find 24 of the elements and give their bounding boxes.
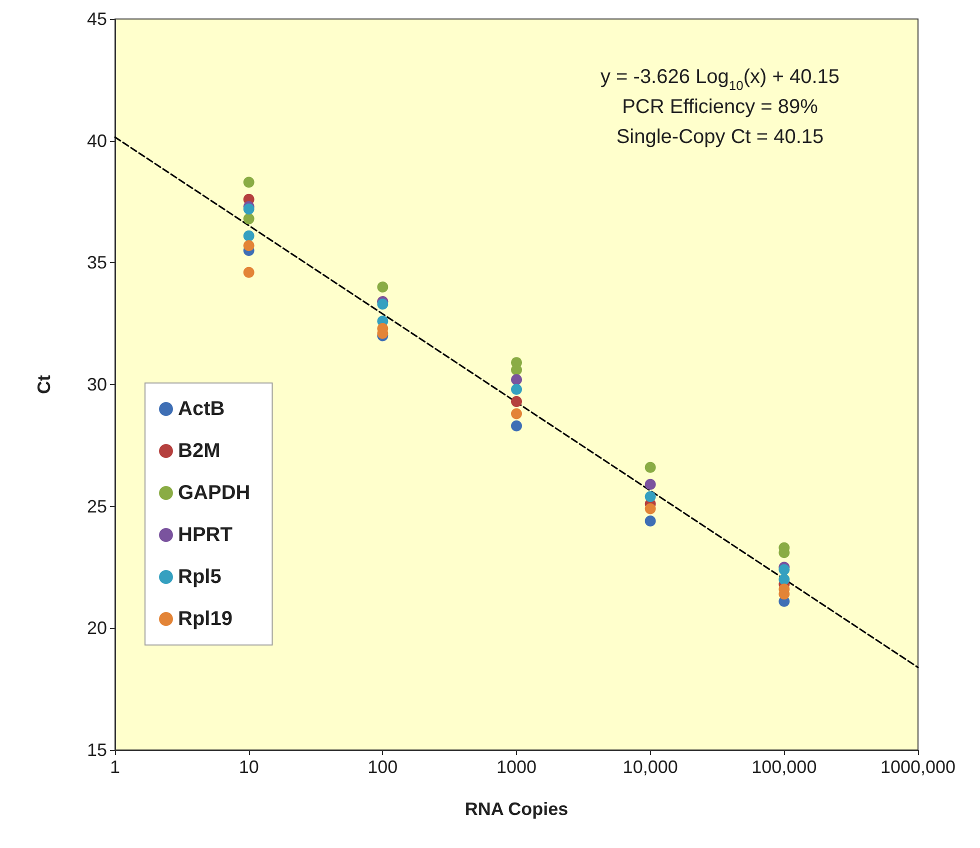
legend-label: B2M	[178, 440, 220, 462]
x-tick-label: 1000	[496, 757, 537, 777]
legend-label: Rpl19	[178, 608, 232, 630]
legend-label: Rpl5	[178, 566, 222, 588]
legend-label: GAPDH	[178, 482, 250, 504]
x-tick-label: 10	[238, 757, 259, 777]
y-tick-label: 35	[86, 252, 107, 273]
x-axis-title: RNA Copies	[464, 799, 568, 819]
x-tick-label: 100	[368, 757, 398, 777]
y-tick-label: 20	[86, 618, 107, 638]
y-tick-label: 45	[86, 9, 107, 29]
x-tick-label: 1	[110, 757, 120, 777]
x-tick-label: 1000,000	[880, 757, 956, 777]
annotation: Single-Copy Ct = 40.15	[616, 126, 824, 148]
annotation: PCR Efficiency = 89%	[622, 96, 818, 118]
y-axis-title: Ct	[34, 375, 54, 394]
y-tick-label: 25	[86, 496, 107, 516]
y-tick-label: 15	[86, 740, 107, 760]
legend-label: HPRT	[178, 524, 232, 546]
y-tick-label: 30	[86, 374, 107, 394]
legend-label: ActB	[178, 398, 225, 420]
y-tick-label: 40	[86, 130, 107, 151]
x-tick-label: 100,000	[752, 757, 817, 777]
x-tick-label: 10,000	[622, 757, 678, 777]
